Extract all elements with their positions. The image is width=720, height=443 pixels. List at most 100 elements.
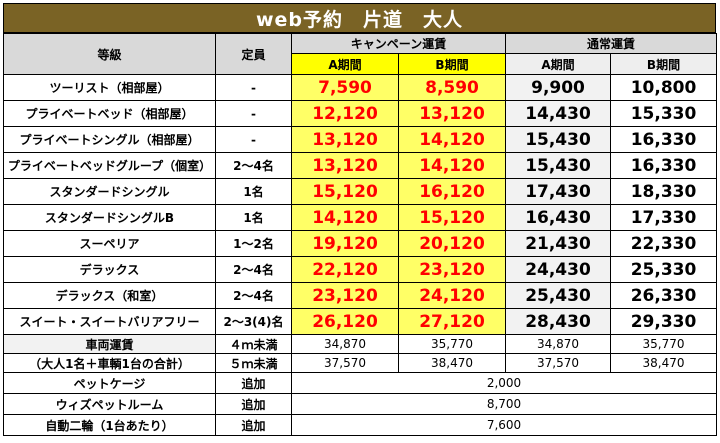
fare-row: ツーリスト（相部屋） -7,590 8,590 9,900 10,800 — [3, 74, 718, 101]
header-capacity: 定員 — [215, 33, 292, 75]
campaign-b-price: 15,120 — [398, 204, 506, 231]
cabin-capacity: - — [215, 74, 292, 101]
extra-name: ペットケージ — [3, 372, 216, 394]
regular-b-price: 26,330 — [609, 282, 718, 309]
regular-b-price: 16,330 — [609, 126, 718, 153]
cabin-name: ツーリスト（相部屋） — [3, 74, 216, 101]
cabin-name: スイート・スイートバリアフリー — [3, 308, 216, 335]
regular-b-price: 16,330 — [609, 152, 718, 179]
extra-name: 自動二輪（1台あたり） — [3, 414, 216, 436]
vehicle-label: 車両運賃 — [3, 334, 216, 354]
extra-type: 追加 — [215, 393, 292, 415]
header-campaign-a: A期間 — [291, 53, 399, 75]
fare-row: スタンダードシングル 1名 15,120 16,120 17,430 18,330 — [3, 178, 718, 205]
campaign-a-price: 13,120 — [291, 126, 399, 153]
campaign-a-price: 13,120 — [291, 152, 399, 179]
regular-b-price: 29,330 — [609, 308, 718, 335]
regular-a-price: 25,430 — [505, 282, 611, 309]
extra-price: 2,000 — [290, 372, 718, 394]
fare-row: プライベートシングル（相部屋） -13,120 14,120 15,430 16,330 — [3, 126, 718, 153]
vehicle-regular-a: 34,870 — [505, 334, 611, 354]
campaign-b-price: 27,120 — [398, 308, 506, 335]
header-regular-a: A期間 — [505, 53, 611, 75]
extra-name: ウィズペットルーム — [3, 393, 216, 415]
cabin-name: スタンダードシングルB — [3, 204, 216, 231]
campaign-a-price: 26,120 — [291, 308, 399, 335]
extra-price: 8,700 — [290, 393, 718, 415]
regular-b-price: 17,330 — [609, 204, 718, 231]
table-title: web予約 片道 大人 — [3, 3, 716, 33]
extra-row: ペットケージ 追加 2,000 — [3, 372, 718, 394]
fare-row: スタンダードシングルB 1名 14,120 15,120 16,430 17,330 — [3, 204, 718, 231]
campaign-b-price: 14,120 — [398, 126, 506, 153]
cabin-capacity: 2～4名 — [215, 256, 292, 283]
fare-row: プライベートベッド（相部屋） -12,120 13,120 14,430 15,330 — [3, 100, 718, 127]
vehicle-regular-b: 35,770 — [609, 334, 718, 354]
vehicle-sublabel: （大人1名＋車輌1台の合計） — [3, 353, 216, 373]
vehicle-campaign-a: 34,870 — [291, 334, 399, 354]
cabin-capacity: 1名 — [215, 178, 292, 205]
vehicle-regular-a: 37,570 — [505, 353, 611, 373]
extra-row: 自動二輪（1台あたり） 追加 7,600 — [3, 414, 718, 436]
regular-a-price: 28,430 — [505, 308, 611, 335]
fare-row: プライベートベッドグループ（個室） 2～4名 13,120 14,120 15,430 1… — [3, 152, 718, 179]
fare-row: デラックス（和室） 2～4名 23,120 24,120 25,430 26,330 — [3, 282, 718, 309]
fare-row: スイート・スイートバリアフリー 2～3(4)名 26,120 27,120 28,430… — [3, 308, 718, 335]
cabin-name: デラックス — [3, 256, 216, 283]
extra-row: ウィズペットルーム 追加 8,700 — [3, 393, 718, 415]
fare-table: 等級 定員 キャンペーン運賃 通常運賃 A期間 B期間 A期間 B期間 ツーリス… — [3, 33, 718, 436]
extra-type: 追加 — [215, 414, 292, 436]
regular-a-price: 15,430 — [505, 152, 611, 179]
campaign-b-price: 8,590 — [398, 74, 506, 101]
regular-a-price: 14,430 — [505, 100, 611, 127]
header-campaign-b: B期間 — [398, 53, 506, 75]
regular-a-price: 24,430 — [505, 256, 611, 283]
campaign-a-price: 12,120 — [291, 100, 399, 127]
regular-b-price: 15,330 — [609, 100, 718, 127]
cabin-capacity: - — [215, 100, 292, 127]
cabin-capacity: 2～4名 — [215, 282, 292, 309]
cabin-capacity: - — [215, 126, 292, 153]
cabin-name: スタンダードシングル — [3, 178, 216, 205]
regular-a-price: 15,430 — [505, 126, 611, 153]
vehicle-campaign-b: 38,470 — [398, 353, 506, 373]
regular-a-price: 17,430 — [505, 178, 611, 205]
vehicle-size: ５ｍ未満 — [215, 353, 292, 373]
fare-row: スーペリア 1～2名 19,120 20,120 21,430 22,330 — [3, 230, 718, 257]
vehicle-campaign-b: 35,770 — [398, 334, 506, 354]
regular-b-price: 10,800 — [609, 74, 718, 101]
header-regular: 通常運賃 — [504, 33, 718, 54]
vehicle-regular-b: 38,470 — [609, 353, 718, 373]
campaign-b-price: 16,120 — [398, 178, 506, 205]
regular-a-price: 21,430 — [505, 230, 611, 257]
header-grade: 等級 — [3, 33, 216, 75]
regular-a-price: 16,430 — [505, 204, 611, 231]
campaign-a-price: 22,120 — [291, 256, 399, 283]
extra-type: 追加 — [215, 372, 292, 394]
extra-price: 7,600 — [290, 414, 718, 436]
campaign-b-price: 20,120 — [398, 230, 506, 257]
cabin-name: スーペリア — [3, 230, 216, 257]
campaign-b-price: 24,120 — [398, 282, 506, 309]
vehicle-size: ４ｍ未満 — [215, 334, 292, 354]
campaign-a-price: 15,120 — [291, 178, 399, 205]
cabin-name: デラックス（和室） — [3, 282, 216, 309]
regular-b-price: 22,330 — [609, 230, 718, 257]
fare-row: デラックス 2～4名 22,120 23,120 24,430 25,330 — [3, 256, 718, 283]
campaign-a-price: 7,590 — [291, 74, 399, 101]
regular-a-price: 9,900 — [505, 74, 611, 101]
cabin-capacity: 1名 — [215, 204, 292, 231]
header-campaign: キャンペーン運賃 — [291, 33, 506, 54]
campaign-b-price: 23,120 — [398, 256, 506, 283]
cabin-name: プライベートシングル（相部屋） — [3, 126, 216, 153]
campaign-a-price: 14,120 — [291, 204, 399, 231]
cabin-capacity: 2～3(4)名 — [215, 308, 292, 335]
regular-b-price: 25,330 — [609, 256, 718, 283]
cabin-name: プライベートベッド（相部屋） — [3, 100, 216, 127]
campaign-a-price: 23,120 — [291, 282, 399, 309]
cabin-name: プライベートベッドグループ（個室） — [3, 152, 216, 179]
campaign-b-price: 13,120 — [398, 100, 506, 127]
cabin-capacity: 2～4名 — [215, 152, 292, 179]
cabin-capacity: 1～2名 — [215, 230, 292, 257]
vehicle-campaign-a: 37,570 — [291, 353, 399, 373]
